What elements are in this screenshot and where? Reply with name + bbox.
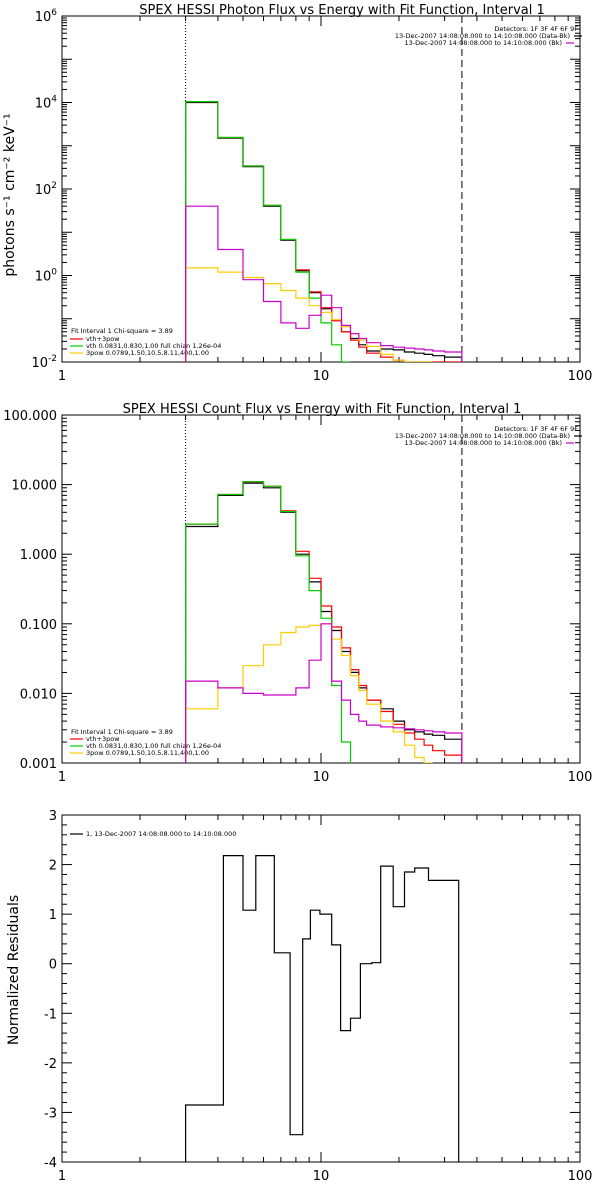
photon-series-2 <box>185 101 351 362</box>
photon-series-3 <box>185 267 433 362</box>
photon-legend-entry-2: vth 0.0831,0.830,1.00 full chian 1.26e-0… <box>86 342 221 350</box>
photon-y-tick-label: 100 <box>35 268 58 285</box>
count-y-tick-label: 0.001 <box>20 757 57 772</box>
photon-x-tick-label: 1 <box>58 369 66 384</box>
residuals-legend: 1, 13-Dec-2007 14:08:08.000 to 14:10:08.… <box>86 830 236 838</box>
count-series-0 <box>185 482 463 763</box>
count-y-tick-label: 0.100 <box>20 618 57 633</box>
count-y-tick-label: 10.000 <box>12 479 58 494</box>
residuals-y-tick-label: -3 <box>44 1106 57 1121</box>
count-header-databk: 13-Dec-2007 14:08:08.000 to 14:10:08.000… <box>395 432 570 440</box>
residuals-legend-entry: 1, 13-Dec-2007 14:08:08.000 to 14:10:08.… <box>86 830 236 838</box>
photon-x-tick-label: 100 <box>568 369 593 384</box>
count-header-bk: 13-Dec-2007 14:08:08.000 to 14:10:08.000… <box>405 439 563 447</box>
count-header-detectors: Detectors: 1F 3F 4F 6F 9F <box>494 425 578 433</box>
photon-y-tick-label: 102 <box>35 181 57 198</box>
residuals-y-tick-label: -4 <box>44 1156 57 1171</box>
count-series-group <box>185 481 463 763</box>
photon-y-tick-label: 104 <box>35 95 58 112</box>
count-x-tick-label: 10 <box>313 770 330 785</box>
count-legend-entry-1: vth+3pow <box>86 735 120 743</box>
count-series-1 <box>185 481 463 763</box>
photon-legend: Fit Interval 1 Chi-square = 3.89 vth+3po… <box>71 327 221 357</box>
photon-series-group <box>185 101 463 362</box>
residuals-series-0 <box>185 855 460 1162</box>
count-series-2 <box>185 481 352 763</box>
photon-legend-title: Fit Interval 1 Chi-square = 3.89 <box>71 327 173 335</box>
residuals-y-tick-label: 2 <box>49 859 57 874</box>
count-header: Detectors: 1F 3F 4F 6F 9F 13-Dec-2007 14… <box>395 425 578 447</box>
photon-header: Detectors: 1F 3F 4F 6F 9F 13-Dec-2007 14… <box>395 25 578 47</box>
photon-y-tick-label: 10-2 <box>31 354 57 371</box>
count-legend-title: Fit Interval 1 Chi-square = 3.89 <box>71 728 173 736</box>
count-legend-entry-3: 3pow 0.0789,1.50,10.5,8.11,400,1.00 <box>86 749 209 757</box>
residuals-x-tick-label: 100 <box>568 1169 593 1184</box>
photon-legend-entry-3: 3pow 0.0789,1.50,10.5,8.11,400,1.00 <box>86 349 209 357</box>
residuals-y-tick-label: -2 <box>44 1057 57 1072</box>
photon-x-tick-label: 10 <box>313 369 330 384</box>
count-x-tick-label: 1 <box>58 770 66 785</box>
count-flux-panel: SPEX HESSI Count Flux vs Energy with Fit… <box>3 402 592 785</box>
residuals-panel: Normalized Residuals 1, 13-Dec-2007 14:0… <box>6 809 592 1184</box>
photon-legend-entry-1: vth+3pow <box>86 335 120 343</box>
count-y-tick-label: 0.010 <box>20 687 57 702</box>
photon-y-axis-label: photons s⁻¹ cm⁻² keV⁻¹ <box>2 113 18 276</box>
count-panel-title: SPEX HESSI Count Flux vs Energy with Fit… <box>123 402 522 417</box>
photon-y-tick-label: 106 <box>35 8 58 25</box>
residuals-y-tick-label: 3 <box>49 809 57 824</box>
photon-series-4 <box>185 205 463 362</box>
count-x-tick-label: 100 <box>568 770 593 785</box>
photon-flux-panel: SPEX HESSI Photon Flux vs Energy with Fi… <box>2 3 592 384</box>
residuals-x-tick-label: 1 <box>58 1169 66 1184</box>
count-legend-entry-2: vth 0.0831,0.830,1.00 full chian 1.26e-0… <box>86 742 221 750</box>
residuals-series-group <box>185 855 460 1162</box>
residuals-y-tick-label: -1 <box>44 1007 57 1022</box>
residuals-x-tick-label: 10 <box>313 1169 330 1184</box>
residuals-plot-frame <box>61 814 581 1163</box>
count-y-tick-label: 1.000 <box>20 548 57 563</box>
residuals-y-tick-label: 0 <box>49 958 57 973</box>
count-y-tick-label: 100.000 <box>3 409 57 424</box>
count-legend: Fit Interval 1 Chi-square = 3.89 vth+3po… <box>71 728 221 757</box>
count-series-3 <box>185 623 433 763</box>
photon-header-detectors: Detectors: 1F 3F 4F 6F 9F <box>494 25 578 33</box>
photon-header-databk: 13-Dec-2007 14:08:08.000 to 14:10:08.000… <box>395 32 570 40</box>
photon-panel-title: SPEX HESSI Photon Flux vs Energy with Fi… <box>139 3 545 18</box>
residuals-y-tick-label: 1 <box>49 908 57 923</box>
count-series-4 <box>185 623 463 763</box>
photon-header-bk: 13-Dec-2007 14:08:08.000 to 14:10:08.000… <box>405 39 563 47</box>
residuals-y-axis-label: Normalized Residuals <box>6 895 22 1045</box>
